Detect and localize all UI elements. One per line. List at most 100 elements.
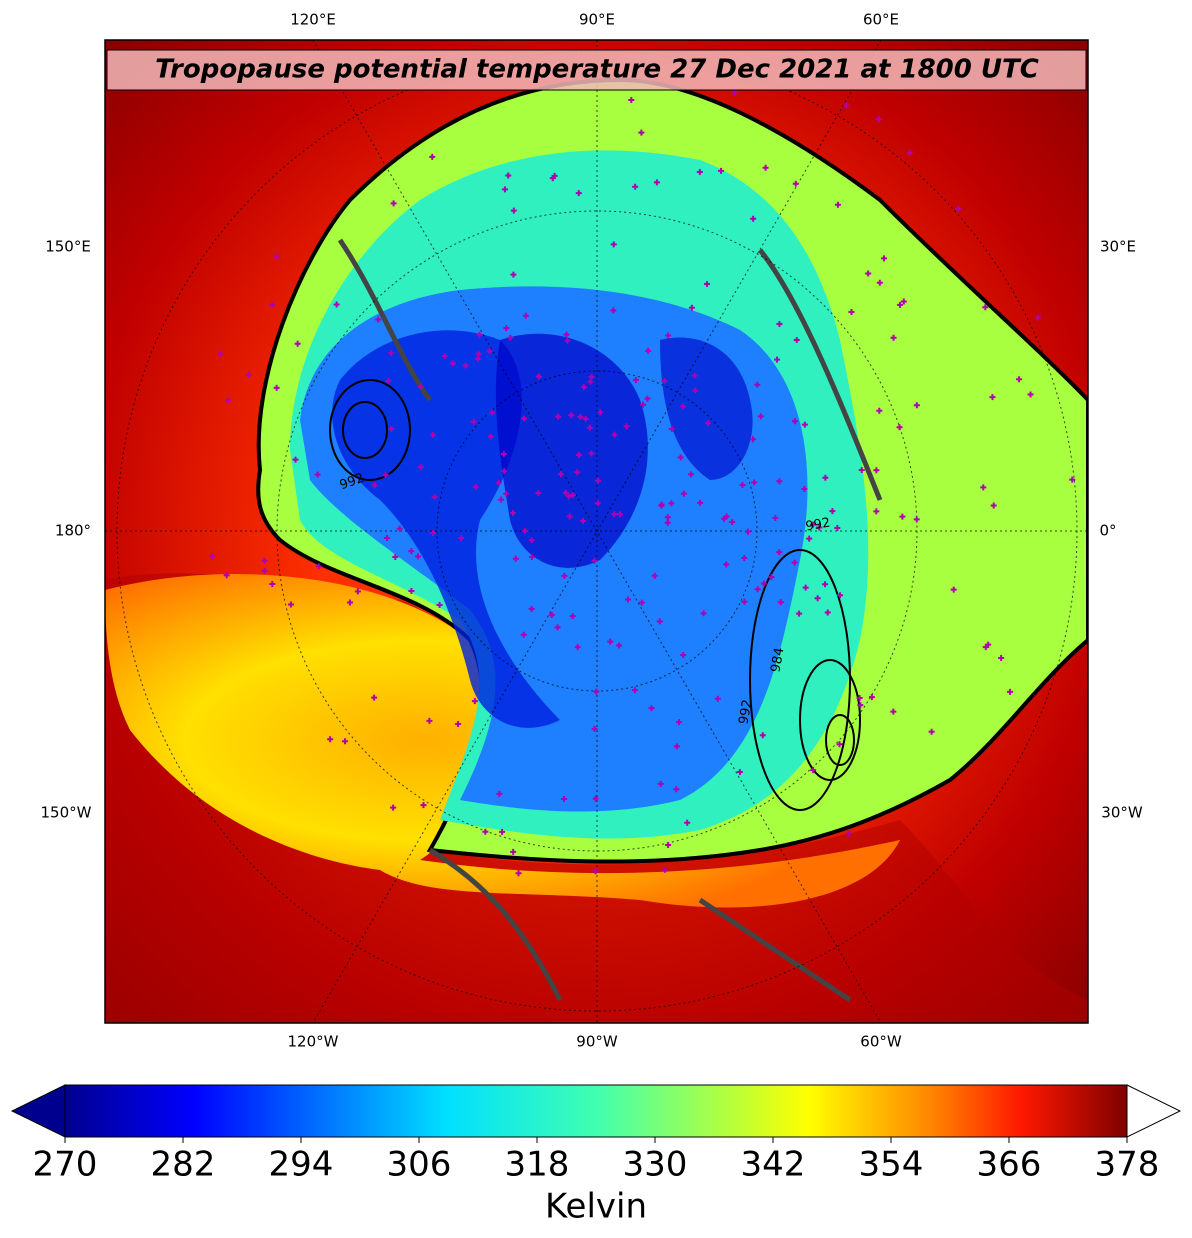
station-marker <box>496 790 503 797</box>
station-marker <box>834 201 841 208</box>
station-marker <box>899 513 906 520</box>
station-marker <box>512 555 519 562</box>
station-marker <box>314 471 321 478</box>
station-marker <box>408 588 415 595</box>
station-marker <box>741 598 748 605</box>
station-marker <box>801 486 808 493</box>
colorbar-tick-label: 294 <box>269 1145 334 1185</box>
station-marker <box>1016 376 1023 383</box>
station-marker <box>806 535 813 542</box>
station-marker <box>857 702 864 709</box>
station-marker <box>472 483 479 490</box>
colorbar-label: Kelvin <box>545 1187 647 1227</box>
station-marker <box>876 279 883 286</box>
lon-label: 120°E <box>290 11 336 29</box>
station-marker <box>217 350 224 357</box>
station-marker <box>837 592 844 599</box>
station-marker <box>500 450 507 457</box>
colorbar-tick-label: 354 <box>859 1145 924 1185</box>
station-marker <box>680 652 687 659</box>
station-marker <box>396 525 403 532</box>
station-marker <box>209 552 216 559</box>
station-marker <box>628 96 635 103</box>
station-marker <box>777 599 784 606</box>
map-field <box>105 40 1088 1023</box>
station-marker <box>223 572 230 579</box>
station-marker <box>802 584 809 591</box>
station-marker <box>593 688 600 695</box>
station-marker <box>415 553 422 560</box>
colorbar-tick-label: 366 <box>977 1145 1042 1185</box>
station-marker <box>392 554 399 561</box>
station-marker <box>793 336 800 343</box>
station-marker <box>294 340 301 347</box>
station-marker <box>592 868 599 875</box>
station-marker <box>673 786 680 793</box>
station-marker <box>856 695 863 702</box>
station-marker <box>692 387 699 394</box>
station-marker <box>515 870 522 877</box>
station-marker <box>430 431 437 438</box>
station-marker <box>503 490 510 497</box>
station-marker <box>774 356 781 363</box>
station-marker <box>385 378 392 385</box>
station-marker <box>587 378 594 385</box>
station-marker <box>616 511 623 518</box>
station-marker <box>865 270 872 277</box>
station-marker <box>342 738 349 745</box>
station-marker <box>487 433 494 440</box>
station-marker <box>955 205 962 212</box>
station-marker <box>535 490 542 497</box>
station-marker <box>591 557 598 564</box>
station-marker <box>441 352 448 359</box>
station-marker <box>388 425 395 432</box>
station-marker <box>834 525 841 532</box>
station-marker <box>810 521 817 528</box>
colorbar <box>65 1085 1127 1137</box>
station-marker <box>824 609 831 616</box>
station-marker <box>684 819 691 826</box>
station-marker <box>555 413 562 420</box>
lon-label: 60°W <box>860 1033 902 1051</box>
station-marker <box>801 421 808 428</box>
station-marker <box>274 252 281 259</box>
station-marker <box>521 527 528 534</box>
station-marker <box>700 610 707 617</box>
station-marker <box>796 610 803 617</box>
station-marker <box>269 580 276 587</box>
station-marker <box>875 116 882 123</box>
station-marker <box>501 468 508 475</box>
station-marker <box>436 601 443 608</box>
station-marker <box>501 186 508 193</box>
station-marker <box>611 431 618 438</box>
station-marker <box>588 373 595 380</box>
station-marker <box>408 548 415 555</box>
station-marker <box>876 407 883 414</box>
station-marker <box>810 767 817 774</box>
title: Tropopause potential temperature 27 Dec … <box>155 55 1039 85</box>
station-marker <box>384 534 391 541</box>
station-marker <box>664 519 671 526</box>
station-marker <box>582 415 589 422</box>
station-marker <box>623 423 630 430</box>
station-marker <box>680 490 687 497</box>
colorbar-frame <box>64 1084 1128 1138</box>
station-marker <box>900 298 907 305</box>
colorbar-extend-high <box>1126 1084 1182 1138</box>
station-marker <box>688 471 695 478</box>
station-marker <box>873 508 880 515</box>
station-marker <box>521 415 528 422</box>
station-marker <box>333 301 340 308</box>
station-marker <box>638 599 645 606</box>
station-marker <box>505 172 512 179</box>
station-marker <box>390 200 397 207</box>
lon-label: 90°E <box>579 11 615 29</box>
station-marker <box>792 180 799 187</box>
station-marker <box>653 179 660 186</box>
station-marker <box>580 517 587 524</box>
station-marker <box>431 494 438 501</box>
station-marker <box>429 153 436 160</box>
station-marker <box>610 307 617 314</box>
station-marker <box>510 271 517 278</box>
station-marker <box>597 409 604 416</box>
